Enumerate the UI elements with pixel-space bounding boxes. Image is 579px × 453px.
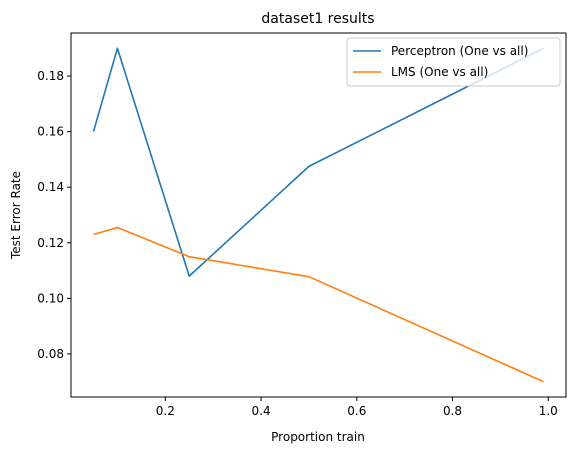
chart-title: dataset1 results: [261, 11, 374, 27]
legend-label-1: LMS (One vs all): [391, 65, 488, 79]
y-axis-label: Test Error Rate: [9, 171, 23, 260]
x-axis-label: Proportion train: [271, 430, 365, 444]
axes-frame: [70, 32, 567, 398]
series-line-1: [93, 226, 544, 383]
series-line-0: [92, 47, 544, 277]
x-tick-label: 0.8: [443, 404, 462, 418]
plot-area: [92, 47, 544, 383]
x-axis-ticks: 0.2 0.4 0.6 0.8 1.0: [156, 397, 558, 418]
y-tick-label: 0.16: [37, 125, 64, 139]
y-tick-label: 0.12: [37, 236, 64, 250]
legend-box: [346, 37, 561, 87]
y-tick-label: 0.14: [37, 180, 64, 194]
x-tick-label: 0.6: [347, 404, 366, 418]
x-tick-label: 0.2: [156, 404, 175, 418]
legend: Perceptron (One vs all) LMS (One vs all): [346, 37, 561, 87]
x-tick-label: 1.0: [539, 404, 558, 418]
y-tick-label: 0.10: [37, 291, 64, 305]
x-tick-label: 0.4: [252, 404, 271, 418]
y-tick-label: 0.18: [37, 69, 64, 83]
legend-label-0: Perceptron (One vs all): [391, 44, 528, 58]
y-tick-label: 0.08: [37, 347, 64, 361]
y-axis-ticks: 0.08 0.10 0.12 0.14 0.16 0.18: [37, 69, 71, 361]
